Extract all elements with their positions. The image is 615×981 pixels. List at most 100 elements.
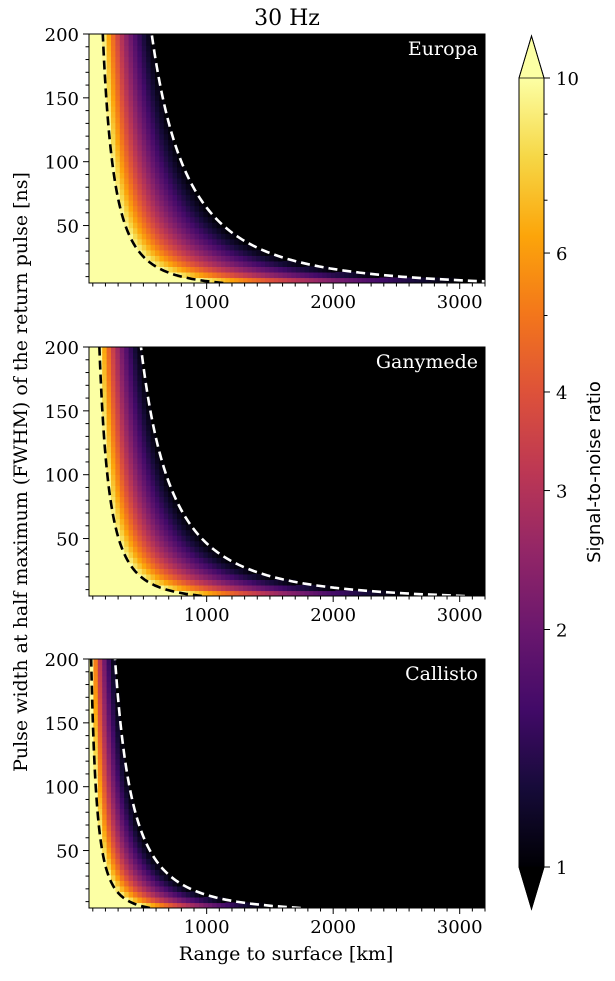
heatmap-cell (216, 568, 222, 575)
y-tick-label: 200 (45, 650, 79, 671)
heatmap-cell (181, 194, 187, 201)
heatmap-cell (141, 67, 147, 74)
heatmap-cell (102, 891, 108, 898)
heatmap-cell (260, 573, 266, 580)
heatmap-cell (251, 271, 257, 279)
heatmap-cell (238, 277, 244, 283)
heatmap-cell (185, 255, 191, 262)
heatmap-cell (111, 786, 116, 793)
heatmap-cell (102, 128, 108, 135)
x-tick-label: 1000 (184, 917, 230, 938)
heatmap-cell (137, 418, 143, 426)
heatmap-cell (348, 277, 354, 283)
heatmap-cell (97, 441, 103, 448)
y-tick-label: 50 (56, 217, 79, 238)
x-tick-label: 3000 (437, 917, 483, 938)
heatmap-cell (282, 584, 288, 592)
heatmap-cell (111, 457, 116, 464)
heatmap-cell (119, 200, 125, 207)
heatmap-cell (137, 441, 143, 448)
heatmap-cell (163, 524, 169, 531)
heatmap-cell (146, 485, 152, 492)
heatmap-cell (93, 753, 99, 760)
heatmap-cell (106, 238, 112, 245)
heatmap-cell (115, 703, 121, 710)
heatmap-cell (97, 518, 103, 525)
heatmap-cell (111, 133, 116, 140)
heatmap-cell (155, 490, 160, 497)
heatmap-cell (141, 584, 147, 592)
heatmap-cell (155, 584, 160, 592)
heatmap-cell (93, 501, 99, 509)
heatmap-cell (106, 703, 112, 710)
heatmap-cell (133, 391, 138, 398)
heatmap-cell (185, 902, 191, 908)
heatmap-cell (238, 249, 244, 256)
heatmap-cell (119, 797, 125, 804)
heatmap-cell (141, 133, 147, 140)
heatmap-cell (216, 222, 222, 229)
heatmap-cell (119, 418, 125, 426)
heatmap-cell (97, 194, 103, 201)
heatmap-cell (128, 89, 134, 96)
heatmap-cell (150, 89, 156, 96)
heatmap-cell (181, 518, 187, 525)
heatmap-cell (172, 535, 178, 542)
heatmap-cell (124, 172, 130, 179)
heatmap-cell (89, 407, 94, 414)
heatmap-cell (93, 369, 99, 376)
heatmap-cell (128, 144, 134, 151)
heatmap-cell (168, 227, 174, 234)
heatmap-cell (225, 573, 231, 580)
heatmap-cell (150, 584, 156, 592)
heatmap-cell (111, 819, 116, 826)
heatmap-cell (181, 238, 187, 245)
heatmap-cell (203, 579, 209, 586)
heatmap-cell (185, 200, 191, 207)
heatmap-cell (106, 786, 112, 793)
heatmap-cell (141, 61, 147, 68)
heatmap-cell (93, 161, 99, 168)
heatmap-cell (97, 166, 103, 173)
heatmap-cell (137, 172, 143, 179)
heatmap-cell (133, 83, 138, 90)
heatmap-cell (133, 813, 138, 821)
heatmap-cell (115, 205, 121, 212)
heatmap-cell (159, 122, 165, 129)
heatmap-cell (128, 177, 134, 184)
heatmap-cell (102, 664, 108, 671)
heatmap-cell (106, 435, 112, 442)
heatmap-cell (168, 524, 174, 531)
heatmap-cell (225, 233, 231, 240)
heatmap-cell (163, 479, 169, 486)
heatmap-cell (155, 105, 160, 113)
heatmap-cell (115, 546, 121, 553)
heatmap-cell (282, 579, 288, 586)
heatmap-cell (119, 72, 125, 79)
heatmap-cell (119, 524, 125, 531)
heatmap-cell (128, 874, 134, 881)
heatmap-cell (150, 200, 156, 207)
heatmap-cell (102, 363, 108, 370)
heatmap-cell (282, 590, 288, 596)
heatmap-cell (388, 277, 394, 283)
heatmap-cell (89, 89, 94, 96)
heatmap-cell (111, 664, 116, 671)
heatmap-cell (190, 244, 196, 251)
heatmap-cell (155, 891, 160, 898)
heatmap-cell (111, 529, 116, 536)
heatmap-cell (146, 249, 152, 256)
heatmap-cell (106, 474, 112, 481)
heatmap-cell (137, 238, 143, 245)
heatmap-cell (97, 446, 103, 453)
heatmap-cell (137, 869, 143, 876)
heatmap-cell (159, 188, 165, 196)
heatmap-cell (102, 813, 108, 821)
heatmap-cell (102, 681, 108, 688)
heatmap-cell (177, 266, 182, 273)
heatmap-cell (141, 183, 147, 190)
heatmap-cell (287, 271, 292, 279)
heatmap-cell (238, 244, 244, 251)
heatmap-cell (133, 39, 138, 46)
